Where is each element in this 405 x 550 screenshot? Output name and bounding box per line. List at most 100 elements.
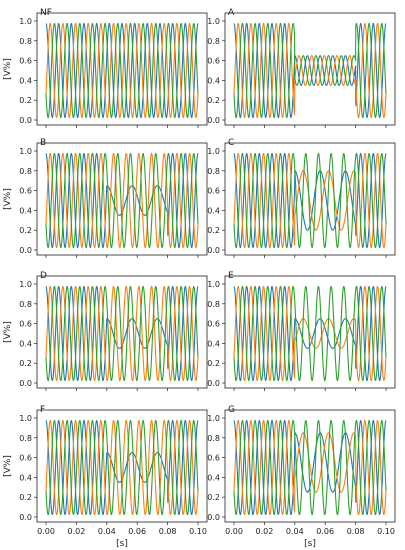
y-tick-label: 1.0 — [19, 147, 32, 156]
x-tick-label: 0.06 — [128, 527, 146, 536]
y-tick-label: 0.2 — [19, 493, 32, 502]
panel-b: 0.0 0.2 0.4 0.6 0.8 1.0 B [V%] — [3, 138, 208, 258]
series-line-1 — [45, 22, 199, 119]
axes-frame — [36, 409, 208, 523]
y-tick-label: 0.6 — [19, 320, 32, 329]
y-tick-label: 0.2 — [207, 226, 220, 235]
y-tick-label: 0.0 — [207, 246, 220, 255]
y-tick-label: 0.0 — [207, 116, 220, 125]
y-tick-label: 0.8 — [207, 167, 220, 176]
y-tick-label: 0.2 — [207, 359, 220, 368]
y-tick-label: 0.6 — [207, 454, 220, 463]
y-tick-label: 0.2 — [19, 96, 32, 105]
y-tick-label: 1.0 — [207, 17, 220, 26]
y-tick-label: 0.2 — [207, 96, 220, 105]
x-tick-label: 0.04 — [286, 527, 304, 536]
x-tick-label: 0.08 — [159, 527, 177, 536]
y-axis-label: [V%] — [3, 321, 13, 343]
series-line-3 — [233, 22, 387, 119]
series-line-3 — [45, 22, 199, 119]
y-tick-label: 0.6 — [19, 187, 32, 196]
y-tick-label: 0.4 — [207, 473, 220, 482]
panel-title: D — [40, 271, 47, 281]
x-tick-label: 0.02 — [67, 527, 85, 536]
axes-frame — [224, 275, 396, 389]
y-tick-label: 1.0 — [207, 147, 220, 156]
y-tick-label: 0.4 — [19, 473, 32, 482]
y-tick-label: 0.2 — [19, 226, 32, 235]
panel-c: 0.0 0.2 0.4 0.6 0.8 1.0 C — [207, 138, 396, 258]
panel-title: C — [228, 138, 234, 148]
y-axis-label: [V%] — [3, 188, 13, 210]
x-axis-label: [s] — [304, 539, 316, 549]
y-tick-label: 1.0 — [19, 414, 32, 423]
y-tick-label: 0.2 — [19, 359, 32, 368]
y-tick-label: 0.8 — [19, 434, 32, 443]
panel-f: 0.0 0.2 0.4 0.6 0.8 1.0 0.00 0.02 0.04 0.06 0.08 0.… — [3, 405, 208, 549]
panel-title: A — [228, 8, 235, 18]
y-tick-label: 0.6 — [207, 57, 220, 66]
y-tick-label: 0.8 — [207, 434, 220, 443]
series-line-3 — [45, 152, 199, 249]
y-tick-label: 1.0 — [19, 17, 32, 26]
x-tick-label: 0.10 — [377, 527, 395, 536]
panel-title: G — [228, 405, 235, 415]
panel-nf: 0.0 0.2 0.4 0.6 0.8 1.0 NF [V%] — [3, 8, 208, 128]
y-tick-label: 0.4 — [19, 339, 32, 348]
y-tick-label: 0.4 — [207, 76, 220, 85]
series-line-3 — [233, 285, 387, 382]
panel-title: E — [228, 271, 234, 281]
x-tick-label: 0.06 — [316, 527, 334, 536]
y-tick-label: 0.0 — [19, 379, 32, 388]
y-tick-label: 0.0 — [19, 246, 32, 255]
x-axis-label: [s] — [116, 539, 128, 549]
panel-g: 0.0 0.2 0.4 0.6 0.8 1.0 0.00 0.02 0.04 0.06 0.08 0.… — [207, 405, 396, 549]
x-tick-label: 0.04 — [98, 527, 116, 536]
x-tick-label: 0.00 — [37, 527, 55, 536]
axes-frame — [36, 275, 208, 389]
y-tick-label: 0.8 — [19, 37, 32, 46]
y-tick-label: 0.8 — [19, 300, 32, 309]
y-tick-label: 1.0 — [207, 280, 220, 289]
axes-frame — [224, 12, 396, 126]
y-tick-label: 0.6 — [207, 187, 220, 196]
panel-d: 0.0 0.2 0.4 0.6 0.8 1.0 D [V%] — [3, 271, 208, 391]
axes-frame — [36, 12, 208, 126]
series-line-3 — [233, 419, 387, 516]
series-line-3 — [45, 419, 199, 516]
x-tick-label: 0.08 — [347, 527, 365, 536]
y-tick-label: 0.8 — [207, 37, 220, 46]
axes-frame — [224, 142, 396, 256]
panel-a: 0.0 0.2 0.4 0.6 0.8 1.0 A — [207, 8, 396, 128]
y-tick-label: 0.8 — [207, 300, 220, 309]
y-tick-label: 0.0 — [207, 379, 220, 388]
y-tick-label: 0.4 — [19, 206, 32, 215]
y-tick-label: 0.4 — [19, 76, 32, 85]
y-tick-label: 1.0 — [19, 280, 32, 289]
y-tick-label: 0.2 — [207, 493, 220, 502]
y-tick-label: 0.4 — [207, 206, 220, 215]
y-tick-label: 0.0 — [19, 513, 32, 522]
axes-frame — [36, 142, 208, 256]
y-tick-label: 0.0 — [207, 513, 220, 522]
panel-e: 0.0 0.2 0.4 0.6 0.8 1.0 E — [207, 271, 396, 391]
y-tick-label: 0.6 — [19, 454, 32, 463]
series-line-1 — [233, 22, 387, 119]
y-tick-label: 0.4 — [207, 339, 220, 348]
y-axis-label: [V%] — [3, 58, 13, 80]
x-tick-label: 0.02 — [255, 527, 273, 536]
panel-title: NF — [40, 8, 52, 18]
y-tick-label: 0.0 — [19, 116, 32, 125]
y-axis-label: [V%] — [3, 455, 13, 477]
x-tick-label: 0.10 — [189, 527, 207, 536]
y-tick-label: 0.8 — [19, 167, 32, 176]
panel-title: B — [40, 138, 46, 148]
y-tick-label: 0.6 — [19, 57, 32, 66]
panel-title: F — [40, 405, 45, 415]
y-tick-label: 1.0 — [207, 414, 220, 423]
axes-frame — [224, 409, 396, 523]
series-line-3 — [45, 285, 199, 382]
y-tick-label: 0.6 — [207, 320, 220, 329]
series-line-3 — [233, 152, 387, 249]
